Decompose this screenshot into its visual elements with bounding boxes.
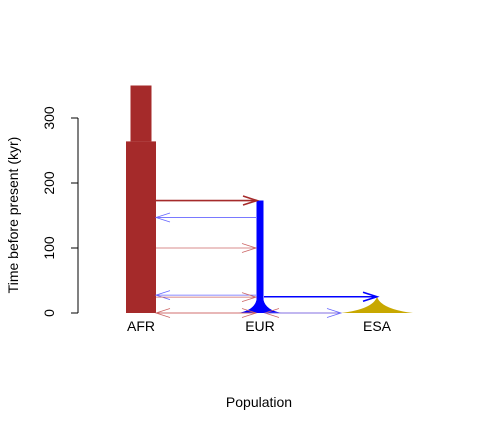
y-axis: 0 100 200 300 (41, 106, 79, 317)
y-tick-label: 200 (41, 171, 57, 195)
y-axis-title: Time before present (kyr) (5, 137, 21, 294)
migration-arrow (154, 212, 256, 223)
split-arrow (264, 291, 380, 303)
x-axis-title: Population (226, 394, 292, 410)
population-labels: AFR EUR ESA (127, 318, 392, 334)
y-tick-label: 100 (41, 236, 57, 260)
arrow-head (241, 292, 258, 302)
population-shapes (126, 85, 413, 313)
migration-arrow (265, 308, 343, 318)
y-tick-label: 300 (41, 106, 57, 130)
population-label-afr: AFR (127, 318, 155, 334)
arrow-head (362, 291, 380, 303)
afr-epoch-bar (126, 141, 156, 313)
afr-epoch-bar (130, 85, 152, 142)
population-label-esa: ESA (363, 318, 392, 334)
arrow-head (241, 243, 258, 253)
arrow-head (326, 308, 343, 318)
y-tick-label: 0 (41, 309, 57, 317)
arrow-head (154, 290, 171, 300)
migration-arrow (156, 292, 258, 302)
migration-arrows (154, 195, 380, 318)
population-label-eur: EUR (245, 318, 275, 334)
arrow-head (241, 308, 258, 318)
esa-population-shape (341, 296, 413, 313)
split-arrow (156, 195, 260, 206)
migration-arrow (154, 290, 256, 300)
migration-arrow (156, 308, 258, 318)
arrow-head (242, 195, 260, 206)
migration-arrow (156, 243, 258, 253)
eur-population-shape (238, 200, 282, 313)
arrow-head (154, 212, 171, 223)
